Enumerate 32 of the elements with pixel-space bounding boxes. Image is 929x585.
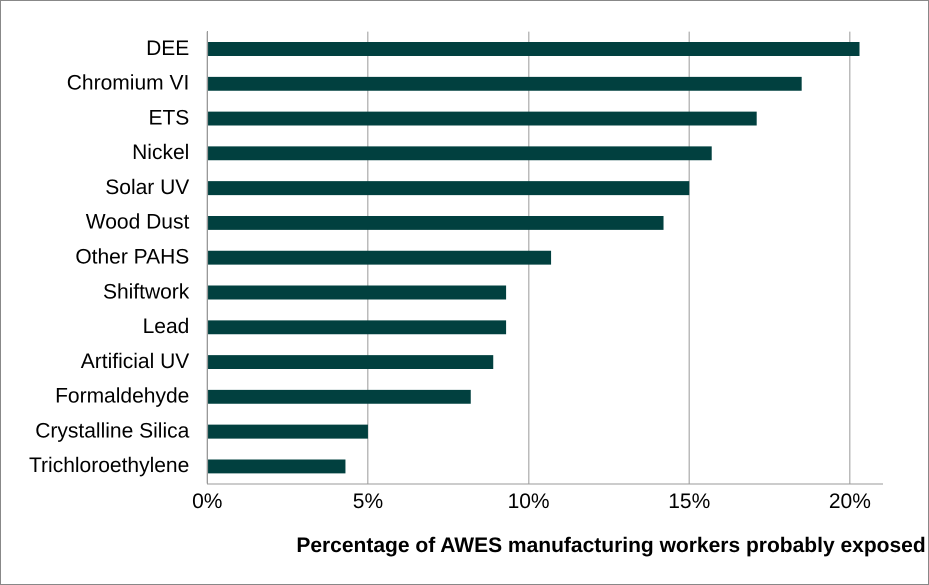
y-tick-label: Artificial UV	[80, 350, 190, 373]
bar	[208, 459, 346, 474]
bar	[208, 76, 802, 91]
x-tick-label: 15%	[668, 490, 710, 514]
bar	[208, 355, 494, 370]
x-axis-title: Percentage of AWES manufacturing workers probably exposed	[295, 534, 927, 558]
bar	[208, 320, 506, 334]
bar	[208, 390, 471, 404]
x-tick-label: 10%	[508, 490, 550, 514]
y-tick-label: Shiftwork	[102, 280, 190, 304]
y-tick-label: Trichloroethylene	[28, 454, 190, 478]
bar	[208, 181, 690, 196]
y-tick-label: Formaldehyde	[55, 384, 190, 408]
y-tick-label: Nickel	[132, 141, 190, 164]
bar	[208, 286, 506, 300]
x-tick-label: 20%	[828, 490, 871, 514]
x-tick-label: 0%	[192, 490, 222, 514]
y-tick-label: Lead	[142, 315, 190, 338]
bar	[208, 250, 552, 265]
bar	[208, 146, 712, 160]
y-tick-label: ETS	[148, 106, 190, 130]
y-tick-label: Wood Dust	[86, 210, 190, 234]
x-tick-label: 5%	[352, 490, 384, 514]
bar	[208, 42, 860, 56]
bar	[208, 112, 757, 126]
y-tick-label: Solar UV	[105, 176, 190, 199]
bar	[208, 216, 664, 230]
bar	[208, 424, 368, 439]
y-tick-label: Crystalline Silica	[35, 419, 190, 442]
y-tick-label: Other PAHS	[75, 245, 190, 268]
y-tick-label: DEE	[146, 36, 190, 60]
y-tick-label: Chromium VI	[66, 72, 190, 95]
